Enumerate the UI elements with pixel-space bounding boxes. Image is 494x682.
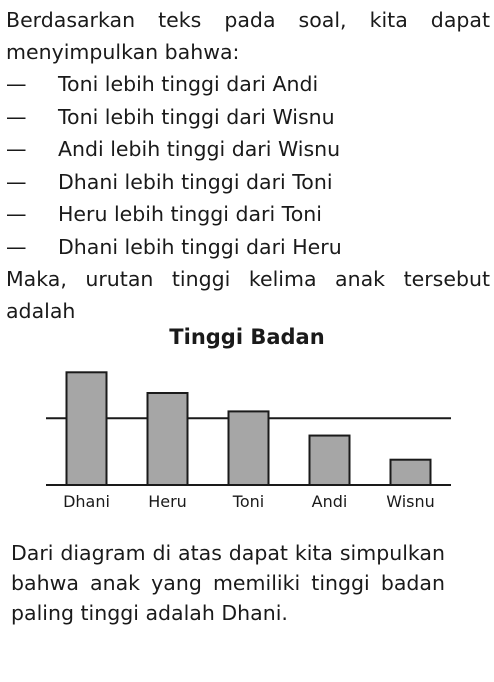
bar-toni	[227, 410, 270, 486]
list-item: — Dhani lebih tinggi dari Toni	[6, 166, 490, 199]
bar-dhani	[65, 371, 108, 486]
list-item: — Toni lebih tinggi dari Andi	[6, 68, 490, 101]
bar-chart: Dhani Heru Toni Andi Wisnu	[46, 371, 451, 511]
statement-text: Dhani lebih tinggi dari Heru	[58, 234, 342, 259]
conclusion-text: Dari diagram di atas dapat kita simpulka…	[11, 541, 445, 625]
question-line-1: Maka, urutan tinggi kelima anak tersebut	[6, 267, 490, 291]
bar-heru	[146, 392, 189, 486]
dash-bullet: —	[6, 137, 27, 162]
intro-line-2: menyimpulkan bahwa:	[6, 40, 240, 64]
x-tick-label: Andi	[312, 492, 348, 511]
x-tick-label: Heru	[148, 492, 187, 511]
statement-text: Toni lebih tinggi dari Wisnu	[58, 104, 335, 129]
chart-title: Tinggi Badan	[169, 325, 325, 349]
list-item: — Dhani lebih tinggi dari Heru	[6, 231, 490, 264]
list-item: — Toni lebih tinggi dari Wisnu	[6, 101, 490, 134]
x-tick-label: Toni	[232, 492, 264, 511]
x-tick-label: Dhani	[63, 492, 110, 511]
statement-text: Andi lebih tinggi dari Wisnu	[58, 137, 341, 162]
list-item: — Heru lebih tinggi dari Toni	[6, 198, 490, 231]
dash-bullet: —	[6, 202, 27, 227]
bar-andi	[308, 434, 351, 487]
bar-wisnu	[389, 458, 432, 486]
statement-text: Toni lebih tinggi dari Andi	[58, 72, 319, 97]
intro-line-1: Berdasarkan teks pada soal, kita dapat	[6, 8, 490, 32]
dash-bullet: —	[6, 72, 27, 97]
statement-text: Dhani lebih tinggi dari Toni	[58, 169, 333, 194]
question-text: Berdasarkan teks pada soal, kita dapat m…	[6, 4, 490, 327]
dash-bullet: —	[6, 234, 27, 259]
statement-list: — Toni lebih tinggi dari Andi — Toni lebih…	[6, 68, 490, 263]
dash-bullet: —	[6, 169, 27, 194]
list-item: — Andi lebih tinggi dari Wisnu	[6, 133, 490, 166]
statement-text: Heru lebih tinggi dari Toni	[58, 202, 322, 227]
dash-bullet: —	[6, 104, 27, 129]
x-tick-label: Wisnu	[386, 492, 435, 511]
question-line-2: adalah	[6, 299, 76, 323]
